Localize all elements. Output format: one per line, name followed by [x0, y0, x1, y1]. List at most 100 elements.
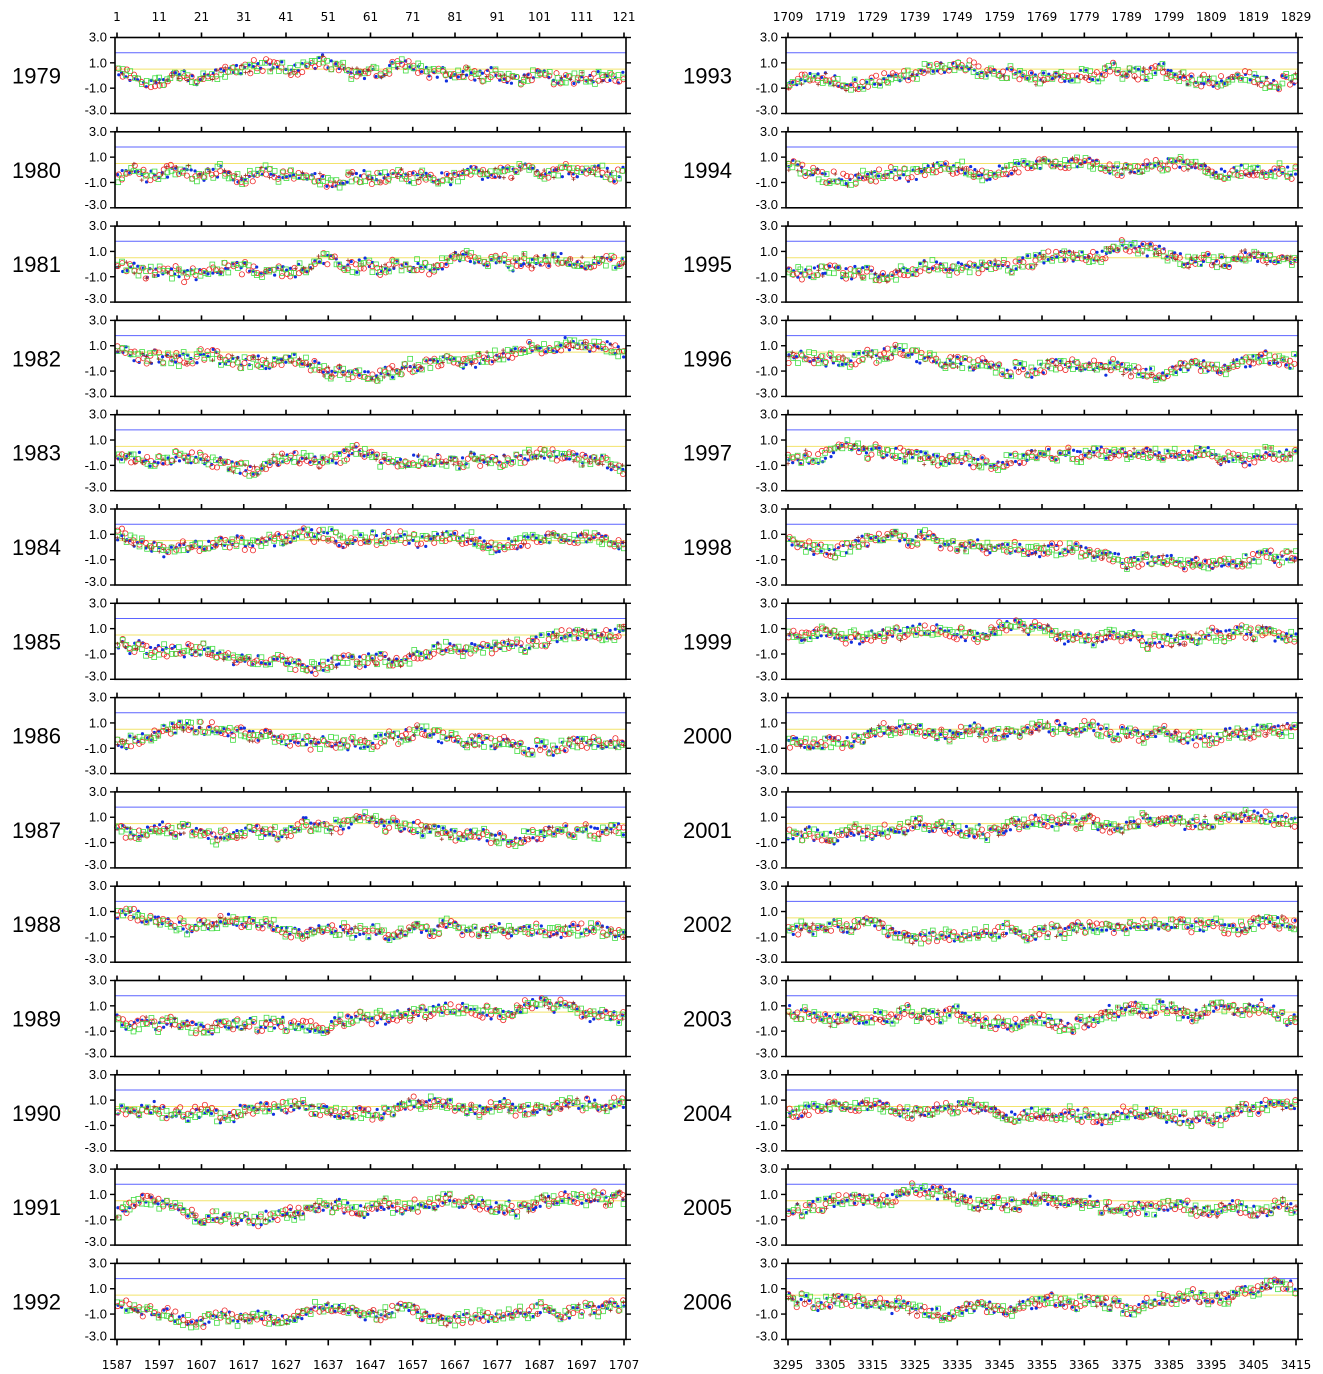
- red-circle-marker: [197, 346, 204, 353]
- red-circle-marker: [324, 261, 331, 268]
- red-circle-marker: [247, 70, 254, 77]
- green-square-marker: [142, 172, 149, 179]
- blue-dot-marker: [333, 1016, 337, 1020]
- green-square-marker: [333, 734, 339, 741]
- cross-marker: [160, 172, 165, 177]
- red-circle-marker: [620, 471, 627, 478]
- red-circle-marker: [312, 670, 319, 677]
- green-square-marker: [197, 540, 203, 547]
- blue-dot-marker: [178, 354, 182, 358]
- green-square-marker: [136, 1026, 142, 1033]
- cross-marker: [243, 173, 248, 178]
- cross-marker: [214, 920, 219, 925]
- green-square-marker: [485, 933, 491, 939]
- green-square-marker: [143, 78, 150, 84]
- cross-marker: [395, 174, 400, 179]
- red-circle-marker: [409, 369, 416, 376]
- red-circle-marker: [612, 77, 619, 84]
- cross-marker: [350, 66, 355, 71]
- green-square-marker: [463, 169, 470, 175]
- blue-dot-marker: [227, 1026, 231, 1030]
- blue-dot-marker: [428, 733, 432, 737]
- y-tick-label: 3.0: [89, 407, 107, 422]
- blue-dot-marker: [259, 66, 263, 70]
- blue-dot-marker: [251, 544, 255, 548]
- blue-dot-marker: [190, 74, 194, 78]
- red-circle-marker: [292, 666, 299, 673]
- blue-dot-marker: [347, 826, 351, 830]
- cross-marker: [357, 659, 362, 664]
- blue-dot-marker: [568, 633, 572, 638]
- red-circle-marker: [122, 834, 129, 841]
- green-square-marker: [410, 65, 417, 72]
- green-square-marker: [192, 80, 199, 86]
- red-circle-marker: [188, 73, 195, 80]
- green-square-marker: [385, 177, 392, 184]
- year-label: 1988: [12, 912, 61, 937]
- blue-dot-marker: [435, 532, 440, 536]
- blue-dot-marker: [309, 821, 313, 825]
- blue-dot-marker: [115, 172, 120, 177]
- blue-dot-marker: [542, 456, 546, 460]
- cross-marker: [406, 172, 411, 177]
- cross-marker: [223, 65, 228, 70]
- red-circle-marker: [389, 169, 396, 176]
- green-square-marker: [210, 175, 217, 181]
- blue-dot-marker: [588, 1019, 592, 1024]
- blue-dot-marker: [621, 833, 625, 837]
- blue-dot-marker: [337, 662, 341, 666]
- green-square-marker: [611, 170, 617, 177]
- green-square-marker: [382, 169, 388, 176]
- bottom-x-tick-label: 1687: [524, 1358, 555, 1372]
- red-circle-marker: [546, 72, 553, 79]
- green-square-marker: [130, 1028, 137, 1035]
- cross-marker: [173, 1016, 178, 1021]
- green-square-marker: [283, 175, 290, 181]
- red-circle-marker: [167, 730, 174, 737]
- blue-dot-marker: [551, 753, 555, 757]
- red-circle-marker: [143, 642, 150, 649]
- blue-dot-marker: [156, 273, 160, 278]
- blue-dot-marker: [424, 171, 428, 175]
- green-square-marker: [328, 66, 335, 73]
- red-circle-marker: [259, 166, 266, 173]
- green-square-marker: [440, 66, 446, 73]
- green-square-marker: [115, 179, 122, 186]
- blue-dot-marker: [608, 78, 612, 82]
- cross-marker: [459, 72, 464, 77]
- blue-dot-marker: [177, 73, 182, 77]
- top-x-tick-label: 81: [447, 10, 462, 24]
- green-square-marker: [565, 73, 572, 79]
- blue-dot-marker: [120, 745, 124, 749]
- y-tick-label: 1.0: [89, 433, 107, 448]
- top-x-tick-label: 21: [194, 10, 209, 24]
- red-circle-marker: [225, 353, 232, 360]
- green-square-marker: [171, 69, 178, 76]
- green-square-marker: [340, 534, 346, 541]
- red-circle-marker: [335, 67, 342, 74]
- blue-dot-marker: [546, 632, 551, 636]
- green-square-marker: [521, 163, 528, 170]
- blue-dot-marker: [116, 743, 120, 747]
- cross-marker: [267, 458, 272, 463]
- cross-marker: [287, 72, 292, 77]
- cross-marker: [461, 168, 466, 173]
- red-circle-marker: [255, 362, 262, 369]
- y-tick-label: 1.0: [89, 244, 107, 259]
- blue-dot-marker: [544, 350, 548, 354]
- cross-marker: [449, 177, 454, 182]
- panel-frame: [114, 602, 627, 681]
- red-circle-marker: [323, 183, 330, 190]
- green-square-marker: [402, 173, 408, 179]
- blue-dot-marker: [354, 171, 358, 176]
- y-tick-label: 3.0: [89, 784, 107, 799]
- blue-dot-marker: [411, 820, 416, 824]
- green-square-marker: [127, 68, 134, 74]
- red-circle-marker: [167, 161, 174, 168]
- green-square-marker: [336, 184, 343, 191]
- green-square-marker: [448, 71, 454, 77]
- green-square-marker: [595, 68, 602, 75]
